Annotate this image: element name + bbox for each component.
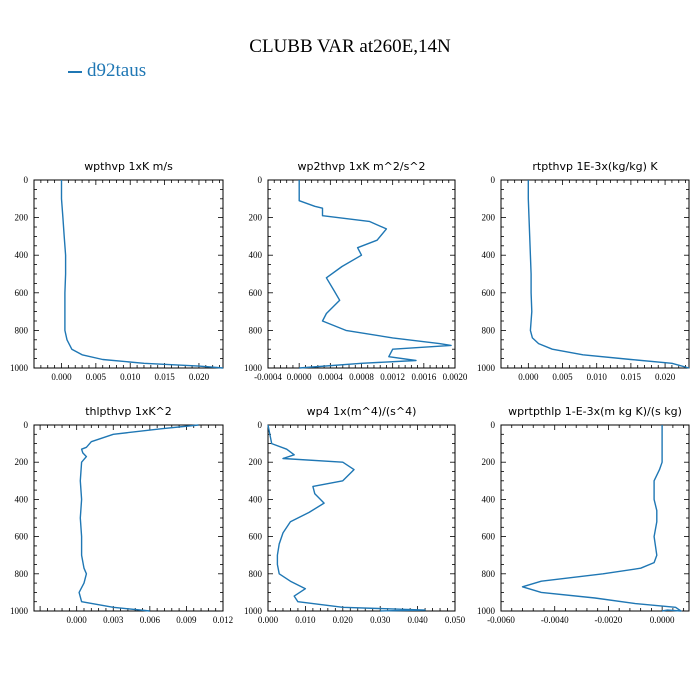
x-tick-label: 0.012 [213, 615, 233, 625]
y-tick-label: 200 [249, 213, 263, 223]
subplot-1: wpthvp 1xK m/s 0 200 400 600 800 1000 0.000 0.00… [10, 160, 224, 382]
y-tick-label: 200 [15, 457, 29, 467]
subplot-2: wp2thvp 1xK m^2/s^2 0 200 400 600 800 1000-0.0… [244, 160, 468, 382]
axes-frame [500, 424, 690, 612]
y-tick-label: 400 [15, 494, 29, 504]
y-tick-label: 400 [15, 250, 29, 260]
subplot-title: wpthvp 1xK m/s [84, 160, 173, 173]
y-tick-label: 200 [482, 213, 496, 223]
x-tick-label: 0.0016 [411, 372, 436, 382]
series-line-1 [267, 424, 426, 612]
y-tick-label: 400 [249, 250, 263, 260]
y-tick-label: 1000 [244, 606, 263, 616]
x-tick-label: 0.0012 [380, 372, 405, 382]
y-tick-label: 400 [482, 494, 496, 504]
y-tick-label: 0 [491, 420, 496, 430]
x-tick-label: 0.0008 [349, 372, 374, 382]
axes-frame [33, 424, 224, 612]
subplot-title: wprtpthlp 1-E-3x(m kg K)/(s kg) [508, 405, 682, 418]
series-line-1 [78, 424, 199, 612]
subplot-3: rtpthvp 1E-3x(kg/kg) K 0 200 400 600 800 1000 0… [477, 160, 690, 382]
y-tick-label: 800 [249, 325, 263, 335]
y-tick-label: 0 [258, 175, 263, 185]
x-tick-label: 0.0004 [318, 372, 343, 382]
x-tick-label: 0.005 [86, 372, 107, 382]
subplot-title: wp2thvp 1xK m^2/s^2 [297, 160, 425, 173]
series-line-1 [298, 180, 452, 369]
series-line-1 [60, 180, 224, 369]
y-tick-label: 1000 [477, 606, 496, 616]
x-tick-label: 0.006 [140, 615, 161, 625]
y-tick-label: 800 [249, 569, 263, 579]
x-tick-label: -0.0004 [254, 372, 282, 382]
axes-frame [267, 179, 456, 369]
legend: d92taus [68, 60, 146, 82]
x-tick-label: -0.0020 [595, 615, 623, 625]
y-tick-label: 0 [24, 175, 29, 185]
legend-label: d92taus [87, 60, 147, 81]
x-tick-label: 0.000 [518, 372, 539, 382]
x-tick-label: 0.0000 [287, 372, 312, 382]
x-tick-label: 0.005 [552, 372, 573, 382]
x-tick-label: -0.0060 [487, 615, 515, 625]
series-line-1 [527, 180, 690, 369]
y-tick-label: 1000 [244, 363, 263, 373]
y-tick-label: 1000 [10, 363, 29, 373]
x-tick-label: 0.015 [154, 372, 175, 382]
x-tick-label: 0.010 [120, 372, 141, 382]
y-tick-label: 600 [482, 288, 496, 298]
y-tick-label: 600 [249, 288, 263, 298]
y-tick-label: 400 [482, 250, 496, 260]
x-tick-label: 0.000 [67, 615, 88, 625]
y-tick-label: 200 [15, 213, 29, 223]
figure-title: CLUBB VAR at260E,14N [249, 36, 451, 57]
x-tick-label: 0.000 [51, 372, 72, 382]
x-tick-label: 0.020 [333, 615, 354, 625]
y-tick-label: 1000 [477, 363, 496, 373]
x-tick-label: 0.040 [407, 615, 428, 625]
legend-swatch [68, 70, 82, 73]
subplot-title: wp4 1x(m^4)/(s^4) [307, 405, 417, 418]
y-tick-label: 800 [482, 325, 496, 335]
y-tick-label: 0 [491, 175, 496, 185]
x-tick-label: 0.010 [587, 372, 608, 382]
y-tick-label: 800 [15, 325, 29, 335]
x-tick-label: 0.015 [621, 372, 642, 382]
x-tick-label: 0.020 [189, 372, 210, 382]
y-tick-label: 600 [15, 532, 29, 542]
y-tick-label: 600 [15, 288, 29, 298]
x-tick-label: 0.0000 [650, 615, 675, 625]
subplot-4: thlpthvp 1xK^2 0 200 400 600 800 1000 0.000 0.00… [10, 405, 233, 625]
x-tick-label: 0.030 [370, 615, 391, 625]
y-tick-label: 800 [482, 569, 496, 579]
axes-frame [267, 424, 456, 612]
x-tick-label: 0.050 [445, 615, 466, 625]
x-tick-label: 0.009 [176, 615, 197, 625]
series-line-1 [521, 425, 682, 612]
y-tick-label: 200 [249, 457, 263, 467]
x-tick-label: 0.010 [295, 615, 316, 625]
x-tick-label: 0.003 [103, 615, 124, 625]
x-tick-label: -0.0040 [541, 615, 569, 625]
x-tick-label: 0.000 [258, 615, 279, 625]
y-tick-label: 0 [24, 420, 29, 430]
y-tick-label: 200 [482, 457, 496, 467]
subplot-title: thlpthvp 1xK^2 [85, 405, 172, 418]
y-tick-label: 0 [258, 420, 263, 430]
y-tick-label: 800 [15, 569, 29, 579]
y-tick-label: 600 [249, 532, 263, 542]
subplot-title: rtpthvp 1E-3x(kg/kg) K [532, 160, 658, 173]
y-tick-label: 600 [482, 532, 496, 542]
y-tick-label: 1000 [10, 606, 29, 616]
x-tick-label: 0.020 [655, 372, 676, 382]
x-tick-label: 0.0020 [443, 372, 468, 382]
y-tick-label: 400 [249, 494, 263, 504]
subplot-6: wprtpthlp 1-E-3x(m kg K)/(s kg) 0 200 400 60… [477, 405, 690, 625]
